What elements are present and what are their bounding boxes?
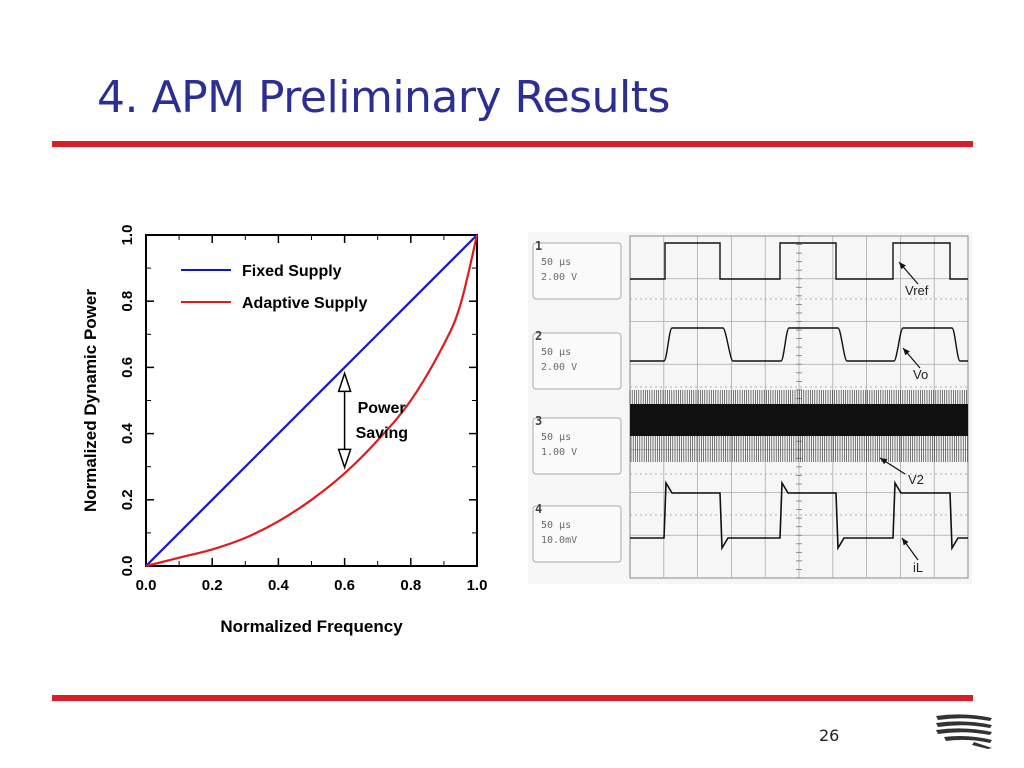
chart-legend: Fixed Supply Adaptive Supply [181,263,367,312]
y-tick-label: 1.0 [119,225,136,246]
scope-channel-box [532,242,622,300]
x-axis-label: Normalized Frequency [220,617,403,636]
scope-channel-number: 4 [535,502,542,516]
trace-label: Vref [905,283,929,298]
trace-v2-spikes [629,390,968,462]
x-tick-label: 0.8 [400,577,421,594]
legend-label: Fixed Supply [242,263,342,280]
chart-series [145,234,479,568]
title-divider [52,141,973,147]
scope-channel-box [532,332,622,390]
trace-label: V2 [908,472,924,487]
trace-il [630,480,968,551]
power-saving-annotation: Power Saving [337,371,408,470]
x-tick-label: 0.2 [202,577,223,594]
trace-label-arrowhead [899,262,906,270]
x-tick-label: 1.0 [467,577,488,594]
legend-label: Adaptive Supply [242,295,367,312]
x-tick-label: 0.6 [334,577,355,594]
stacked-wave-logo-icon [936,714,992,749]
y-tick-label: 0.4 [119,423,136,445]
scope-channel-number: 3 [535,414,542,428]
scope-scale: 2.00 V [541,272,577,283]
annotation-label-line2: Saving [356,425,408,442]
scope-channel-number: 2 [535,329,542,343]
annotation-arrow-head-up [337,371,352,393]
y-axis-label: Normalized Dynamic Power [81,289,100,512]
trace-vo [630,327,968,362]
scope-scale: 10.0mV [541,535,577,546]
y-tick-label: 0.2 [119,489,136,510]
series-line-fixed-supply [145,234,478,567]
scope-channel-panels: 1 50 µs 2.00 V 2 50 µs 2.00 V 3 50 µs 1.00 V 4 50 … [532,239,622,563]
trace-label-arrowhead [902,538,909,546]
scope-timebase: 50 µs [541,432,571,443]
scope-traces [629,242,968,551]
scope-scale: 1.00 V [541,447,577,458]
trace-label-arrowhead [880,458,888,465]
slide-title: 4. APM Preliminary Results [97,72,670,123]
chart-axes: 0.0 0.2 0.4 0.6 0.8 1.0 0.0 0.2 0.4 0.6 0.8 1.0 [119,225,487,594]
series-line-adaptive-supply [145,234,479,568]
y-tick-label: 0.8 [119,291,136,312]
annotation-arrow-head-down [337,448,352,470]
x-tick-label: 0.4 [268,577,290,594]
scope-timebase: 50 µs [541,257,571,268]
scope-channel-number: 1 [535,239,542,253]
trace-label: iL [913,560,923,575]
scope-channel-box [532,505,622,563]
page-number: 26 [819,726,840,745]
scope-timebase: 50 µs [541,347,571,358]
scope-channel-box [532,417,622,475]
scope-timebase: 50 µs [541,520,571,531]
y-tick-label: 0.6 [119,357,136,378]
trace-label-arrowhead [903,348,910,356]
trace-label: Vo [913,367,928,382]
scope-scale: 2.00 V [541,362,577,373]
annotation-label-line1: Power [358,400,406,417]
y-tick-label: 0.0 [119,556,136,577]
x-tick-label: 0.0 [136,577,157,594]
scope-trace-labels: Vref Vo V2 iL [879,261,929,575]
footer-divider [52,695,973,701]
trace-v2-band [630,404,968,436]
trace-vref [630,242,968,280]
